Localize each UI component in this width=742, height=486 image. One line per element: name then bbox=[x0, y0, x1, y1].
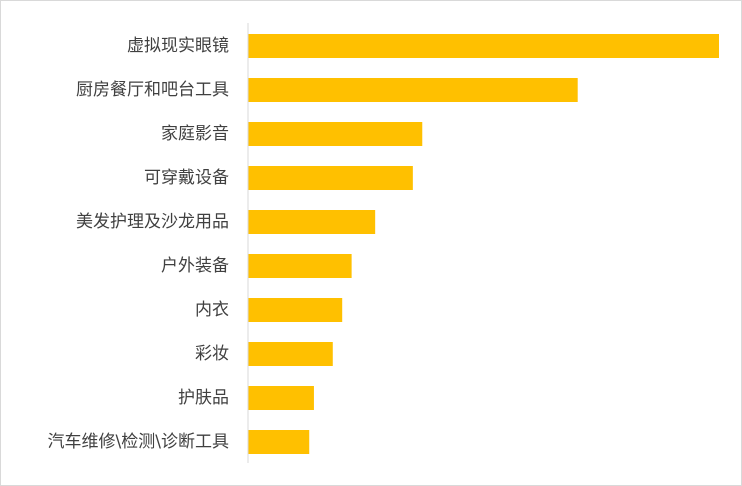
bar bbox=[248, 386, 314, 410]
bar bbox=[248, 298, 343, 322]
category-label: 护肤品 bbox=[178, 388, 229, 408]
category-label: 家庭影音 bbox=[161, 124, 229, 144]
category-label: 厨房餐厅和吧台工具 bbox=[76, 80, 229, 100]
category-label: 户外装备 bbox=[161, 256, 229, 276]
category-label: 美发护理及沙龙用品 bbox=[76, 212, 229, 232]
bar bbox=[248, 430, 310, 454]
category-labels: 虚拟现实眼镜厨房餐厅和吧台工具家庭影音可穿戴设备美发护理及沙龙用品户外装备内衣彩… bbox=[48, 36, 229, 452]
bars-layer bbox=[248, 34, 719, 454]
category-label: 汽车维修\检测\诊断工具 bbox=[48, 432, 229, 452]
category-label: 可穿戴设备 bbox=[144, 168, 229, 188]
bar bbox=[248, 254, 352, 278]
bar bbox=[248, 34, 719, 58]
category-label: 虚拟现实眼镜 bbox=[127, 36, 229, 56]
category-label: 内衣 bbox=[195, 300, 229, 320]
bar bbox=[248, 342, 333, 366]
bar bbox=[248, 166, 413, 190]
bar bbox=[248, 210, 376, 234]
category-label: 彩妆 bbox=[195, 344, 229, 364]
bar bbox=[248, 78, 578, 102]
bar bbox=[248, 122, 423, 146]
